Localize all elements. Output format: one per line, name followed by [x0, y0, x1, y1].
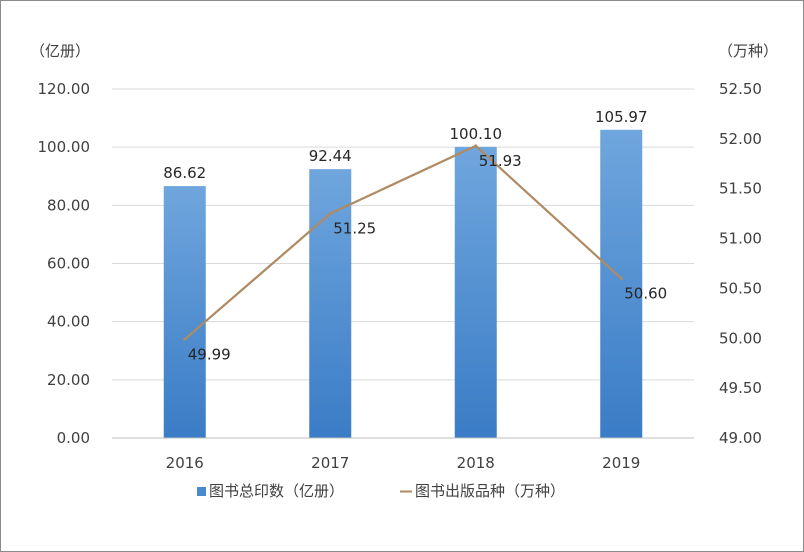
x-tick-label: 2016 — [166, 454, 204, 472]
x-axis: 2016 2017 2018 2019 — [166, 454, 641, 472]
legend: 图书总印数（亿册） 图书出版品种（万种） — [197, 482, 565, 500]
line-path — [184, 144, 622, 341]
x-tick-label: 2019 — [602, 454, 640, 472]
line-data-label: 50.60 — [624, 284, 667, 302]
right-tick-label: 51.50 — [719, 180, 762, 198]
bar-data-label: 105.97 — [595, 108, 648, 126]
left-tick-label: 120.00 — [38, 80, 91, 98]
x-tick-label: 2018 — [457, 454, 495, 472]
right-axis-unit: （万种） — [718, 42, 778, 60]
bar — [163, 186, 206, 438]
left-tick-label: 40.00 — [47, 313, 90, 331]
line-series: 49.99 51.25 51.93 50.60 — [183, 144, 667, 363]
left-tick-label: 60.00 — [47, 255, 90, 273]
left-tick-label: 20.00 — [47, 371, 90, 389]
line-point — [328, 212, 332, 216]
left-axis: 0.00 20.00 40.00 60.00 80.00 100.00 120.00 — [38, 80, 91, 447]
x-tick-label: 2017 — [311, 454, 349, 472]
line-data-label: 51.93 — [479, 152, 522, 170]
right-axis: 49.00 49.50 50.00 50.50 51.00 51.50 52.00 52.50 — [719, 80, 762, 447]
right-tick-label: 49.00 — [719, 429, 762, 447]
line-point — [619, 276, 623, 280]
left-tick-label: 100.00 — [38, 138, 91, 156]
left-tick-label: 80.00 — [47, 196, 90, 214]
left-tick-label: 0.00 — [57, 429, 90, 447]
legend-swatch-bar — [197, 487, 206, 496]
bar — [309, 169, 352, 438]
legend-label-line: 图书出版品种（万种） — [415, 482, 565, 500]
legend-label-bar: 图书总印数（亿册） — [209, 482, 344, 500]
bar-data-label: 92.44 — [309, 147, 352, 165]
left-axis-unit: （亿册） — [30, 42, 90, 60]
right-tick-label: 52.50 — [719, 80, 762, 98]
right-tick-label: 50.00 — [719, 329, 762, 347]
line-point — [183, 337, 187, 341]
bar-data-label: 86.62 — [163, 164, 206, 182]
line-data-label: 49.99 — [188, 345, 231, 363]
right-tick-label: 51.00 — [719, 230, 762, 248]
bar — [600, 129, 643, 439]
bar — [454, 146, 497, 438]
right-tick-label: 52.00 — [719, 130, 762, 148]
line-point — [474, 144, 478, 148]
right-tick-label: 50.50 — [719, 279, 762, 297]
bar-data-label: 100.10 — [450, 125, 503, 143]
right-tick-label: 49.50 — [719, 379, 762, 397]
bar-series: 86.62 92.44 100.10 105.97 — [112, 108, 694, 439]
line-data-label: 51.25 — [333, 220, 376, 238]
